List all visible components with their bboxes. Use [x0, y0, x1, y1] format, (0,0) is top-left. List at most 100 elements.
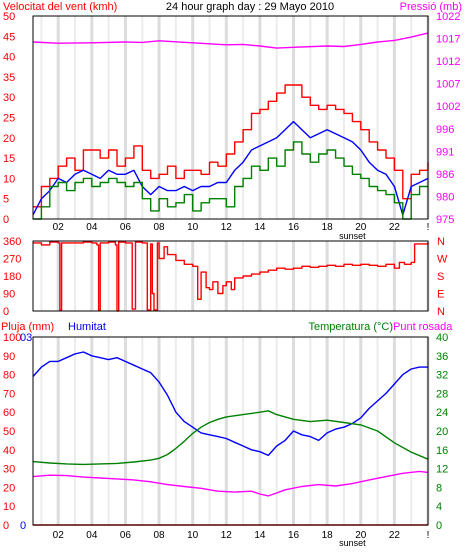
left-tick-label: 70 — [3, 388, 15, 400]
right-tick-label: 1002 — [436, 101, 460, 113]
left-tick-label: 90 — [3, 351, 15, 363]
plot-frame — [32, 15, 429, 220]
left-tick-label: 20 — [3, 482, 15, 494]
right-tick-label: 1007 — [436, 79, 460, 91]
left-tick-label: 100 — [3, 332, 21, 344]
x-tick-label: 06 — [120, 530, 132, 541]
right-tick-label: 996 — [436, 124, 454, 136]
series-line-magenta — [32, 470, 429, 497]
x-tick-label: 08 — [154, 530, 166, 541]
right-tick-label: 32 — [436, 370, 448, 382]
right-tick-label: N — [437, 236, 445, 248]
right-tick-label: 0 — [436, 520, 442, 532]
wind-axis-title: Velocitat del vent (kmh) — [3, 1, 117, 13]
x-tick-label: 20 — [355, 530, 367, 541]
right-tick-label: S — [437, 271, 444, 283]
x-tick-label: 02 — [53, 530, 65, 541]
left-tick-label: 20 — [3, 133, 15, 145]
temperature-axis-title: Temperatura (°C) — [309, 321, 393, 333]
x-tick-label: 16 — [288, 222, 300, 233]
x-tick-label: 10 — [187, 222, 199, 233]
left-tick-label: 50 — [3, 11, 15, 23]
right-tick-label: 8 — [436, 482, 442, 494]
wind-speed-pressure-chart: 5045403530252015105010221017101210071002… — [3, 11, 460, 241]
right-tick-label: 1017 — [436, 34, 460, 46]
plot-frame — [32, 336, 429, 526]
x-tick-label: 10 — [187, 530, 199, 541]
left-tick-label: 270 — [3, 254, 21, 266]
left-tick-label: 80 — [3, 370, 15, 382]
left-tick-label: 45 — [3, 31, 15, 43]
right-tick-label: 986 — [436, 169, 454, 181]
right-tick-label: 20 — [436, 426, 448, 438]
left-tick-label: 10 — [3, 501, 15, 513]
left-tick-label: 90 — [3, 289, 15, 301]
right-tick-label: N — [437, 306, 445, 318]
sunset-label: sunset — [339, 231, 366, 241]
right-tick-label: 16 — [436, 445, 448, 457]
x-tick-label: 04 — [86, 530, 98, 541]
series-line-green — [32, 410, 429, 466]
humidity-temperature-chart: 1009080706050403020100030403632282420161… — [3, 332, 448, 548]
series-line-green — [33, 141, 428, 220]
left-tick-label: 5 — [3, 194, 9, 206]
left-tick-label: 40 — [3, 52, 15, 64]
left-tick-label: 360 — [3, 236, 21, 248]
x-tick-label: ! — [427, 530, 430, 541]
x-tick-label: 22 — [389, 222, 401, 233]
right-tick-label: 12 — [436, 464, 448, 476]
right-tick-label: W — [437, 254, 448, 266]
right-tick-label: 28 — [436, 388, 448, 400]
graph-title: 24 hour graph day : 29 Mayo 2010 — [166, 1, 334, 13]
right-tick-label: 980 — [436, 191, 454, 203]
x-tick-label: 06 — [120, 222, 132, 233]
x-tick-label: 04 — [86, 222, 98, 233]
left-tick-label: 30 — [3, 92, 15, 104]
x-tick-label: 16 — [288, 530, 300, 541]
x-tick-label: 12 — [221, 222, 233, 233]
series-line-red — [33, 84, 429, 208]
left-tick-label: 40 — [3, 445, 15, 457]
x-tick-label: 14 — [254, 222, 266, 233]
humidity-axis-title: Humitat — [68, 321, 106, 333]
x-tick-label: 12 — [221, 530, 233, 541]
left-tick-label: 0 — [3, 306, 9, 318]
series-line-magenta — [32, 32, 429, 49]
x-tick-label: 20 — [355, 222, 367, 233]
left-tick-label: 180 — [3, 271, 21, 283]
right-tick-label: 24 — [436, 407, 448, 419]
x-tick-label: 18 — [322, 530, 334, 541]
x-tick-label: 14 — [254, 530, 266, 541]
left-tick-label: 15 — [3, 153, 15, 165]
humidity-tick-label: 0 — [20, 520, 26, 532]
right-tick-label: 1022 — [436, 11, 460, 23]
x-tick-label: 02 — [53, 222, 65, 233]
left-tick-label: 10 — [3, 173, 15, 185]
right-tick-label: 991 — [436, 146, 454, 158]
x-tick-label: 18 — [322, 222, 334, 233]
right-tick-label: 40 — [436, 332, 448, 344]
left-tick-label: 35 — [3, 72, 15, 84]
right-tick-label: 975 — [436, 214, 454, 226]
right-tick-label: 4 — [436, 501, 442, 513]
left-tick-label: 0 — [3, 520, 9, 532]
sunset-label: sunset — [339, 538, 366, 548]
rain-axis-title: Pluja (mm) — [1, 321, 54, 333]
x-tick-label: ! — [427, 222, 430, 233]
right-tick-label: E — [437, 289, 444, 301]
series-line-blue — [32, 120, 429, 216]
pressure-axis-title: Pressió (mb) — [400, 1, 462, 13]
dewpoint-axis-title: Punt rosada — [393, 321, 453, 333]
plot-frame — [32, 240, 429, 312]
right-tick-label: 36 — [436, 351, 448, 363]
humidity-tick-label: 03 — [20, 332, 32, 344]
left-tick-label: 50 — [3, 426, 15, 438]
left-tick-label: 60 — [3, 407, 15, 419]
x-tick-label: 22 — [389, 530, 401, 541]
right-tick-label: 1012 — [436, 56, 460, 68]
left-tick-label: 25 — [3, 113, 15, 125]
series-line-blue — [32, 351, 428, 457]
x-tick-label: 08 — [154, 222, 166, 233]
